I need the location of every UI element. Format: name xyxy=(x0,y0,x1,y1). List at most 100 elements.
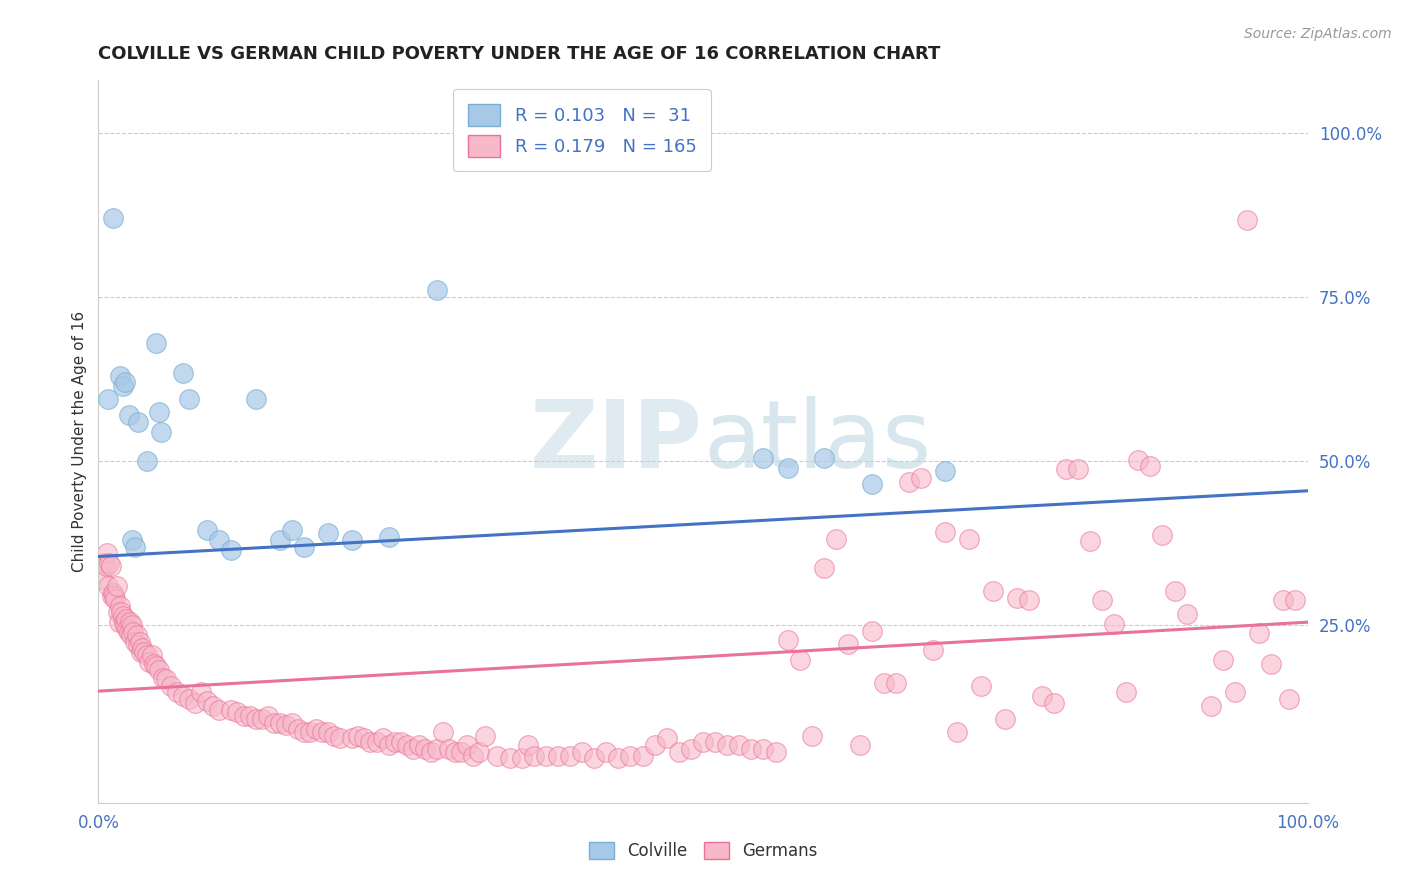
Point xyxy=(250,712,273,726)
Point xyxy=(104,592,127,607)
Point xyxy=(145,659,167,673)
Point xyxy=(420,745,443,759)
Point xyxy=(108,599,131,613)
Point xyxy=(179,392,201,406)
Point xyxy=(813,450,835,465)
Point xyxy=(1067,462,1090,476)
Point xyxy=(595,745,617,759)
Point xyxy=(316,724,339,739)
Point xyxy=(360,735,382,749)
Point xyxy=(127,628,149,642)
Point xyxy=(172,690,194,704)
Point xyxy=(619,748,641,763)
Point xyxy=(100,559,122,574)
Point xyxy=(148,405,170,419)
Point xyxy=(342,533,364,547)
Point xyxy=(97,579,120,593)
Point xyxy=(1139,459,1161,474)
Point xyxy=(208,702,231,716)
Point xyxy=(849,738,872,752)
Point xyxy=(558,748,581,763)
Point xyxy=(886,676,908,690)
Point xyxy=(1199,698,1222,713)
Point xyxy=(921,643,943,657)
Text: ZIP: ZIP xyxy=(530,395,703,488)
Point xyxy=(371,731,394,746)
Point xyxy=(970,679,993,693)
Point xyxy=(141,648,163,662)
Point xyxy=(121,533,143,547)
Point xyxy=(1091,593,1114,607)
Point xyxy=(128,635,150,649)
Point xyxy=(111,608,134,623)
Point xyxy=(1278,692,1301,706)
Point xyxy=(571,745,593,759)
Point xyxy=(281,715,304,730)
Point xyxy=(860,624,883,638)
Point xyxy=(195,694,218,708)
Point xyxy=(96,546,118,560)
Point xyxy=(323,729,346,743)
Point xyxy=(860,477,883,491)
Point xyxy=(426,284,449,298)
Point xyxy=(108,368,131,383)
Point xyxy=(1272,593,1295,607)
Point xyxy=(118,625,141,640)
Point xyxy=(426,742,449,756)
Point xyxy=(377,738,399,752)
Point xyxy=(408,738,430,752)
Point xyxy=(776,460,799,475)
Point xyxy=(1260,657,1282,671)
Point xyxy=(1175,607,1198,621)
Point xyxy=(124,635,146,649)
Point xyxy=(111,378,134,392)
Point xyxy=(934,464,956,478)
Point xyxy=(957,532,980,546)
Point xyxy=(395,738,418,752)
Point xyxy=(873,676,896,690)
Point xyxy=(740,742,762,756)
Point xyxy=(190,685,212,699)
Y-axis label: Child Poverty Under the Age of 16: Child Poverty Under the Age of 16 xyxy=(72,311,87,572)
Point xyxy=(437,742,460,756)
Point xyxy=(329,731,352,746)
Point xyxy=(353,731,375,746)
Point xyxy=(118,409,141,423)
Point xyxy=(316,526,339,541)
Point xyxy=(377,530,399,544)
Point xyxy=(274,718,297,732)
Point xyxy=(299,724,322,739)
Point xyxy=(752,450,775,465)
Point xyxy=(110,605,132,619)
Point xyxy=(716,738,738,752)
Point xyxy=(1249,626,1271,640)
Point xyxy=(305,723,328,737)
Point xyxy=(226,705,249,719)
Point xyxy=(179,692,201,706)
Point xyxy=(131,641,153,656)
Point xyxy=(103,589,125,603)
Point xyxy=(389,735,412,749)
Point xyxy=(129,645,152,659)
Point xyxy=(122,625,145,640)
Point xyxy=(765,745,787,759)
Point xyxy=(800,729,823,743)
Point xyxy=(94,559,117,574)
Point xyxy=(897,475,920,490)
Point xyxy=(1007,591,1029,605)
Point xyxy=(1054,462,1077,476)
Point xyxy=(432,724,454,739)
Point xyxy=(534,748,557,763)
Point xyxy=(114,618,136,632)
Point xyxy=(98,556,121,570)
Point xyxy=(583,751,606,765)
Point xyxy=(155,673,177,687)
Text: atlas: atlas xyxy=(703,395,931,488)
Point xyxy=(474,729,496,743)
Point xyxy=(498,751,520,765)
Point xyxy=(117,622,139,636)
Point xyxy=(1128,453,1150,467)
Point xyxy=(97,392,120,406)
Point xyxy=(160,679,183,693)
Point xyxy=(101,585,124,599)
